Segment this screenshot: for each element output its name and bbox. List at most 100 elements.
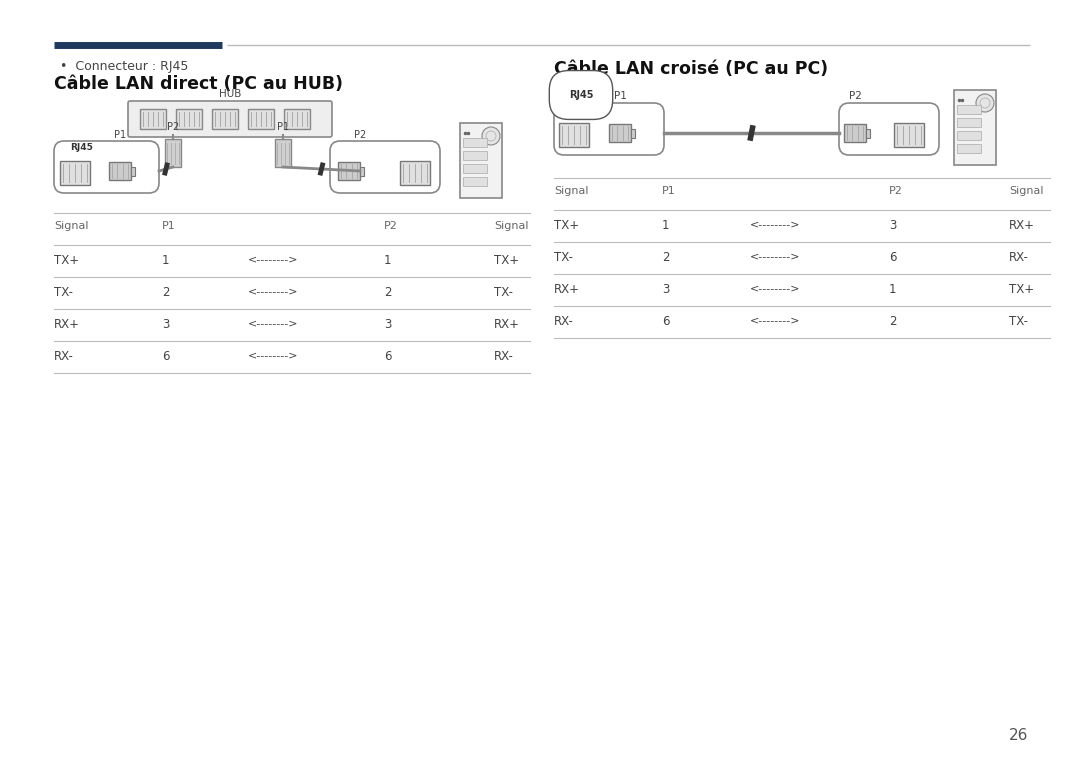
Text: TX+: TX+ bbox=[54, 254, 79, 267]
Bar bbox=[463, 138, 487, 147]
Text: 6: 6 bbox=[889, 251, 896, 264]
Text: TX+: TX+ bbox=[494, 254, 519, 267]
Text: RX+: RX+ bbox=[494, 318, 519, 331]
Text: 3: 3 bbox=[662, 283, 670, 296]
Circle shape bbox=[482, 127, 500, 145]
Bar bbox=[463, 151, 487, 160]
Text: P2: P2 bbox=[167, 122, 179, 132]
FancyBboxPatch shape bbox=[839, 103, 939, 155]
Bar bbox=[957, 105, 981, 114]
Text: RX-: RX- bbox=[54, 350, 73, 363]
Text: RX+: RX+ bbox=[54, 318, 80, 331]
Bar bbox=[275, 139, 291, 167]
Text: 1: 1 bbox=[889, 283, 896, 296]
Text: RX+: RX+ bbox=[554, 283, 580, 296]
Text: P2: P2 bbox=[354, 130, 366, 140]
Text: 6: 6 bbox=[384, 350, 391, 363]
Text: TX-: TX- bbox=[554, 251, 573, 264]
Bar bbox=[866, 129, 870, 138]
FancyBboxPatch shape bbox=[54, 141, 159, 193]
Text: 3: 3 bbox=[384, 318, 391, 331]
Bar bbox=[284, 109, 310, 129]
Text: Signal: Signal bbox=[1009, 186, 1043, 196]
FancyBboxPatch shape bbox=[330, 141, 440, 193]
Text: <-------->: <--------> bbox=[247, 286, 298, 296]
Text: RX+: RX+ bbox=[1009, 219, 1035, 232]
Bar bbox=[843, 124, 866, 142]
Text: Signal: Signal bbox=[494, 221, 528, 231]
Bar bbox=[894, 123, 924, 147]
Text: Signal: Signal bbox=[54, 221, 89, 231]
Bar bbox=[248, 109, 274, 129]
Text: Signal: Signal bbox=[554, 186, 589, 196]
Circle shape bbox=[486, 131, 496, 141]
Text: RJ45: RJ45 bbox=[569, 105, 593, 114]
Text: <-------->: <--------> bbox=[751, 219, 800, 229]
Bar bbox=[460, 123, 502, 198]
Text: P1: P1 bbox=[113, 130, 126, 140]
Bar bbox=[176, 109, 202, 129]
Circle shape bbox=[976, 94, 994, 112]
Bar bbox=[140, 109, 166, 129]
Bar bbox=[463, 177, 487, 186]
Bar bbox=[360, 167, 364, 176]
Text: <-------->: <--------> bbox=[751, 251, 800, 261]
Bar bbox=[957, 118, 981, 127]
Bar bbox=[109, 162, 131, 180]
Text: 26: 26 bbox=[1009, 728, 1028, 743]
Circle shape bbox=[980, 98, 990, 108]
Text: 2: 2 bbox=[662, 251, 670, 264]
Text: 2: 2 bbox=[889, 315, 896, 328]
Text: RX-: RX- bbox=[494, 350, 514, 363]
Text: TX+: TX+ bbox=[554, 219, 579, 232]
Bar bbox=[165, 139, 181, 167]
Text: RJ45: RJ45 bbox=[569, 90, 593, 100]
Text: <-------->: <--------> bbox=[247, 254, 298, 264]
FancyBboxPatch shape bbox=[554, 103, 664, 155]
Text: 1: 1 bbox=[662, 219, 670, 232]
Bar bbox=[559, 123, 589, 147]
Text: P1: P1 bbox=[276, 122, 289, 132]
Text: 3: 3 bbox=[889, 219, 896, 232]
Text: <-------->: <--------> bbox=[247, 350, 298, 360]
Text: P2: P2 bbox=[384, 221, 397, 231]
Text: P2: P2 bbox=[889, 186, 903, 196]
Text: RX-: RX- bbox=[1009, 251, 1029, 264]
Text: P1: P1 bbox=[662, 186, 676, 196]
Text: 1: 1 bbox=[162, 254, 170, 267]
Text: P1: P1 bbox=[162, 221, 176, 231]
Text: 2: 2 bbox=[162, 286, 170, 299]
Text: TX-: TX- bbox=[1009, 315, 1028, 328]
Bar bbox=[957, 131, 981, 140]
Bar bbox=[400, 161, 430, 185]
Bar bbox=[131, 167, 135, 176]
Text: RX-: RX- bbox=[554, 315, 573, 328]
Text: TX-: TX- bbox=[494, 286, 513, 299]
Text: Câble LAN croisé (PC au PC): Câble LAN croisé (PC au PC) bbox=[554, 60, 828, 78]
Text: 1: 1 bbox=[384, 254, 391, 267]
Text: 3: 3 bbox=[162, 318, 170, 331]
FancyBboxPatch shape bbox=[129, 101, 332, 137]
Bar bbox=[957, 144, 981, 153]
Bar bbox=[338, 162, 360, 180]
Text: RJ45: RJ45 bbox=[70, 143, 94, 152]
Bar bbox=[212, 109, 238, 129]
Text: P1: P1 bbox=[613, 91, 626, 101]
Bar bbox=[60, 161, 90, 185]
Text: 6: 6 bbox=[662, 315, 670, 328]
Text: <-------->: <--------> bbox=[751, 315, 800, 325]
Text: P2: P2 bbox=[849, 91, 862, 101]
Text: <-------->: <--------> bbox=[751, 283, 800, 293]
Text: TX-: TX- bbox=[54, 286, 73, 299]
Text: 6: 6 bbox=[162, 350, 170, 363]
Text: <-------->: <--------> bbox=[247, 318, 298, 328]
Text: •  Connecteur : RJ45: • Connecteur : RJ45 bbox=[60, 60, 188, 73]
Bar bbox=[609, 124, 631, 142]
Text: Câble LAN direct (PC au HUB): Câble LAN direct (PC au HUB) bbox=[54, 75, 343, 93]
Bar bbox=[954, 90, 996, 165]
Text: HUB: HUB bbox=[219, 89, 241, 99]
Bar bbox=[631, 129, 635, 138]
Text: 2: 2 bbox=[384, 286, 391, 299]
Text: TX+: TX+ bbox=[1009, 283, 1035, 296]
Bar bbox=[463, 164, 487, 173]
